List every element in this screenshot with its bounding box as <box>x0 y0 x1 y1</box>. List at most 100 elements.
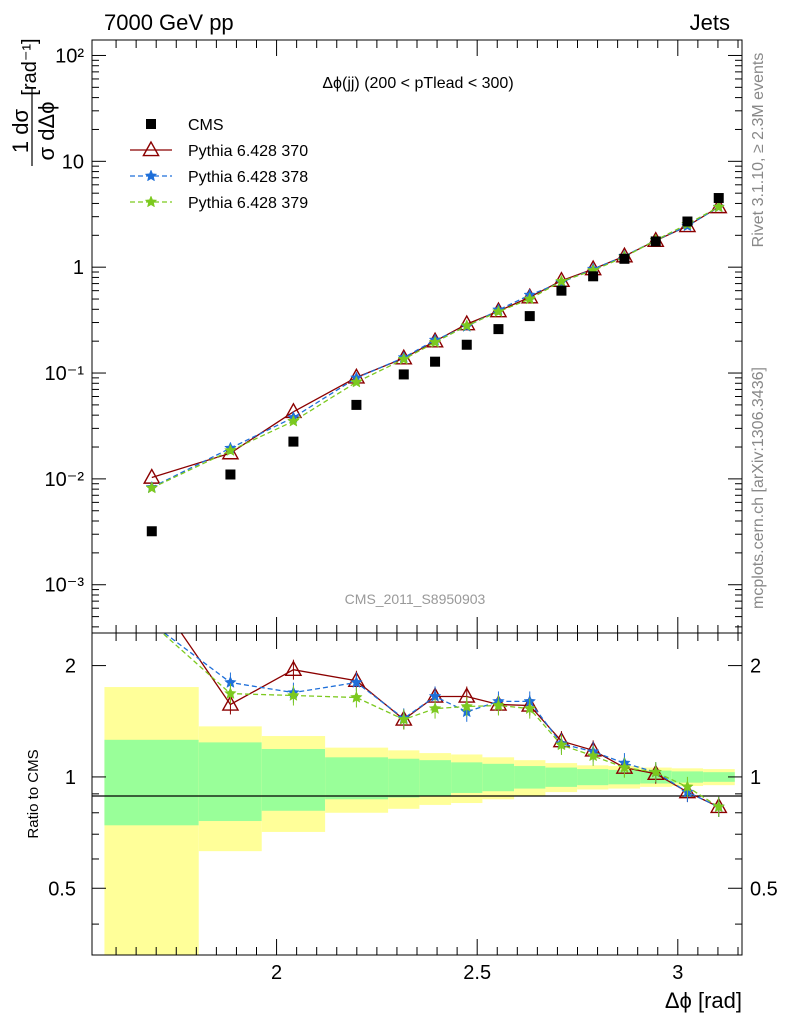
ratio-point <box>618 760 631 773</box>
header-right: Jets <box>690 10 730 35</box>
series-point <box>555 274 568 287</box>
y-tick-label: 10⁻¹ <box>45 363 85 385</box>
main-y-axis: 10⁻³ 10⁻² 10⁻¹ 1 10 10² <box>45 45 742 628</box>
header-left: 7000 GeV pp <box>104 10 234 35</box>
series-point <box>520 287 539 304</box>
ratio-x-axis: 2 2.5 3 <box>115 633 739 984</box>
inner-band <box>261 748 326 811</box>
series-line <box>151 206 720 489</box>
ratio-point <box>287 688 300 701</box>
series-point <box>712 200 726 213</box>
ratio-point <box>649 765 663 778</box>
ratio-point <box>681 780 694 793</box>
data-point <box>682 216 693 227</box>
inner-band <box>545 767 578 787</box>
legend-label: Pythia 6.428 378 <box>188 169 308 186</box>
ratio-y-tick-label: 2 <box>65 656 76 678</box>
inner-band <box>198 742 262 822</box>
legend-label: Pythia 6.428 370 <box>188 143 308 160</box>
y-label-denominator: σ dΔϕ <box>34 102 59 161</box>
inner-band <box>419 760 452 796</box>
series-point <box>287 414 300 427</box>
data-point <box>146 526 157 537</box>
legend: CMS Pythia 6.428 370 Pythia 6.428 378 Pythi… <box>130 117 308 212</box>
reference-label: mcplots.cern.ch [arXiv:1306.3436] <box>750 367 767 609</box>
x-tick-label: 2.5 <box>463 962 491 984</box>
legend-marker-cms <box>146 119 156 129</box>
ratio-point <box>460 699 474 712</box>
ratio-uncertainty-bands <box>104 687 735 955</box>
y-label-numerator: 1 dσ <box>8 109 33 154</box>
series-point <box>460 319 474 332</box>
data-point <box>461 339 472 350</box>
series-point <box>457 314 476 331</box>
data-point <box>650 236 661 247</box>
y-tick-label: 1 <box>73 257 84 279</box>
ratio-y-tick-label: 0.5 <box>48 878 76 900</box>
ratio-point <box>712 800 726 813</box>
ratio-y-tick-label: 1 <box>65 767 76 789</box>
series-point <box>350 375 363 388</box>
ratio-y-tick-label-right: 0.5 <box>750 878 778 900</box>
data-point <box>430 356 441 367</box>
ratio-y-label: Ratio to CMS <box>25 749 42 838</box>
legend-label: Pythia 6.428 379 <box>188 195 308 212</box>
ratio-panel: 0.5 0.5 1 1 2 2 2 2.5 3 Ratio to CMS <box>25 582 778 984</box>
ratio-point <box>144 582 159 596</box>
ratio-point <box>523 701 537 715</box>
series-point <box>145 481 159 494</box>
ratio-point <box>492 698 505 711</box>
legend-marker <box>144 169 158 182</box>
y-tick-label: 10² <box>55 45 84 67</box>
series-point <box>492 305 505 318</box>
inner-band <box>104 739 199 826</box>
ratio-point <box>397 712 411 725</box>
x-tick-label: 2 <box>271 962 282 984</box>
ratio-point <box>284 660 303 676</box>
series-point <box>224 443 237 457</box>
data-point <box>588 271 599 282</box>
ratio-point <box>586 749 600 762</box>
data-point <box>398 369 409 380</box>
main-series-layer <box>142 193 728 537</box>
series-point <box>428 335 442 348</box>
x-tick-label: 3 <box>672 962 683 984</box>
data-point <box>493 324 504 335</box>
main-panel: 10⁻³ 10⁻² 10⁻¹ 1 10 10² Δϕ(jj) (200 < pTlead … <box>45 39 743 634</box>
legend-label: CMS <box>188 117 224 134</box>
data-point <box>524 311 535 322</box>
y-label-unit: [rad⁻¹] <box>19 38 41 95</box>
data-point <box>351 399 362 410</box>
ratio-point <box>224 686 237 700</box>
ratio-y-tick-label-right: 1 <box>750 767 761 789</box>
inner-band <box>451 762 483 793</box>
ratio-point <box>555 738 568 751</box>
legend-marker <box>142 140 160 157</box>
data-point <box>225 469 236 480</box>
chart-title: Δϕ(jj) (200 < pTlead < 300) <box>322 75 513 92</box>
ratio-series-layer <box>144 582 728 817</box>
main-y-axis-label: 1 dσ σ dΔϕ [rad⁻¹] <box>8 38 59 166</box>
data-point <box>619 253 630 264</box>
data-point <box>556 285 567 296</box>
rivet-label: Rivet 3.1.10, ≥ 2.3M events <box>750 53 767 248</box>
watermark: CMS_2011_S8950903 <box>345 591 486 607</box>
inner-band <box>388 758 420 798</box>
inner-band <box>325 757 389 800</box>
inner-band <box>703 772 735 782</box>
x-axis-label: Δϕ [rad] <box>665 988 742 1013</box>
main-x-axis <box>115 40 739 633</box>
inner-band <box>514 766 546 789</box>
ratio-point <box>428 701 442 715</box>
data-point <box>713 193 724 204</box>
ratio-y-axis: 0.5 0.5 1 1 2 2 <box>48 656 778 925</box>
ratio-point <box>221 695 240 711</box>
inner-band <box>577 769 609 786</box>
y-tick-label: 10⁻² <box>45 469 85 491</box>
legend-marker <box>144 195 158 208</box>
inner-band <box>482 763 515 792</box>
data-point <box>288 436 299 447</box>
series-point <box>523 292 537 305</box>
outer-band <box>104 687 199 955</box>
